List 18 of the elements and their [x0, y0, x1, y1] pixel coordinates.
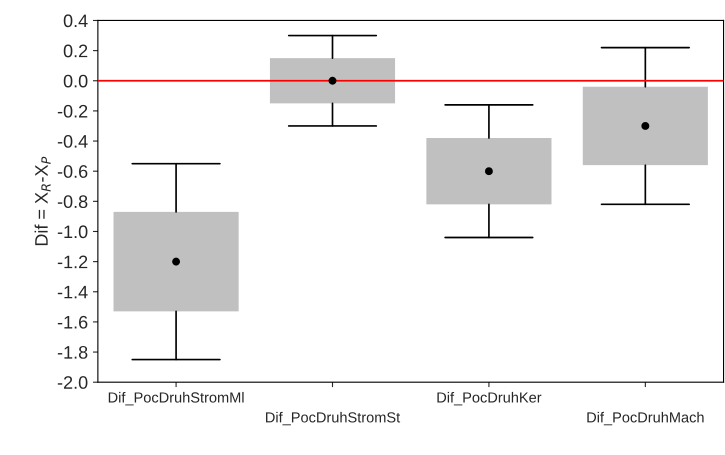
- y-tick-label: -1.8: [58, 346, 88, 359]
- y-tick-label: 0.2: [64, 44, 88, 58]
- y-axis-title: Dif = X$_{R}$-X$_{P}$: [34, 156, 51, 246]
- y-tick-label: -1.4: [58, 286, 88, 298]
- x-tick-label: Dif_PocDruhStromMl: [108, 392, 244, 406]
- y-tick-label: -1.6: [58, 316, 88, 329]
- y-tick-label: -0.4: [58, 134, 88, 148]
- y-tick-label: -0.2: [58, 104, 88, 118]
- y-tick-label: 0.4: [64, 14, 88, 28]
- y-tick-label: -0.8: [58, 195, 88, 208]
- y-tick-label: -0.6: [58, 165, 88, 178]
- y-tick-label: 0.0: [64, 74, 88, 88]
- x-tick-label: Dif_PocDruhMach: [587, 412, 704, 426]
- x-tick-label: Dif_PocDruhKer: [437, 392, 542, 406]
- y-tick-label: -2.0: [58, 376, 88, 389]
- x-tick-label: Dif_PocDruhStromSt: [266, 412, 400, 426]
- y-tick-label: -1.2: [58, 256, 88, 268]
- y-tick-label: -1.0: [58, 225, 88, 238]
